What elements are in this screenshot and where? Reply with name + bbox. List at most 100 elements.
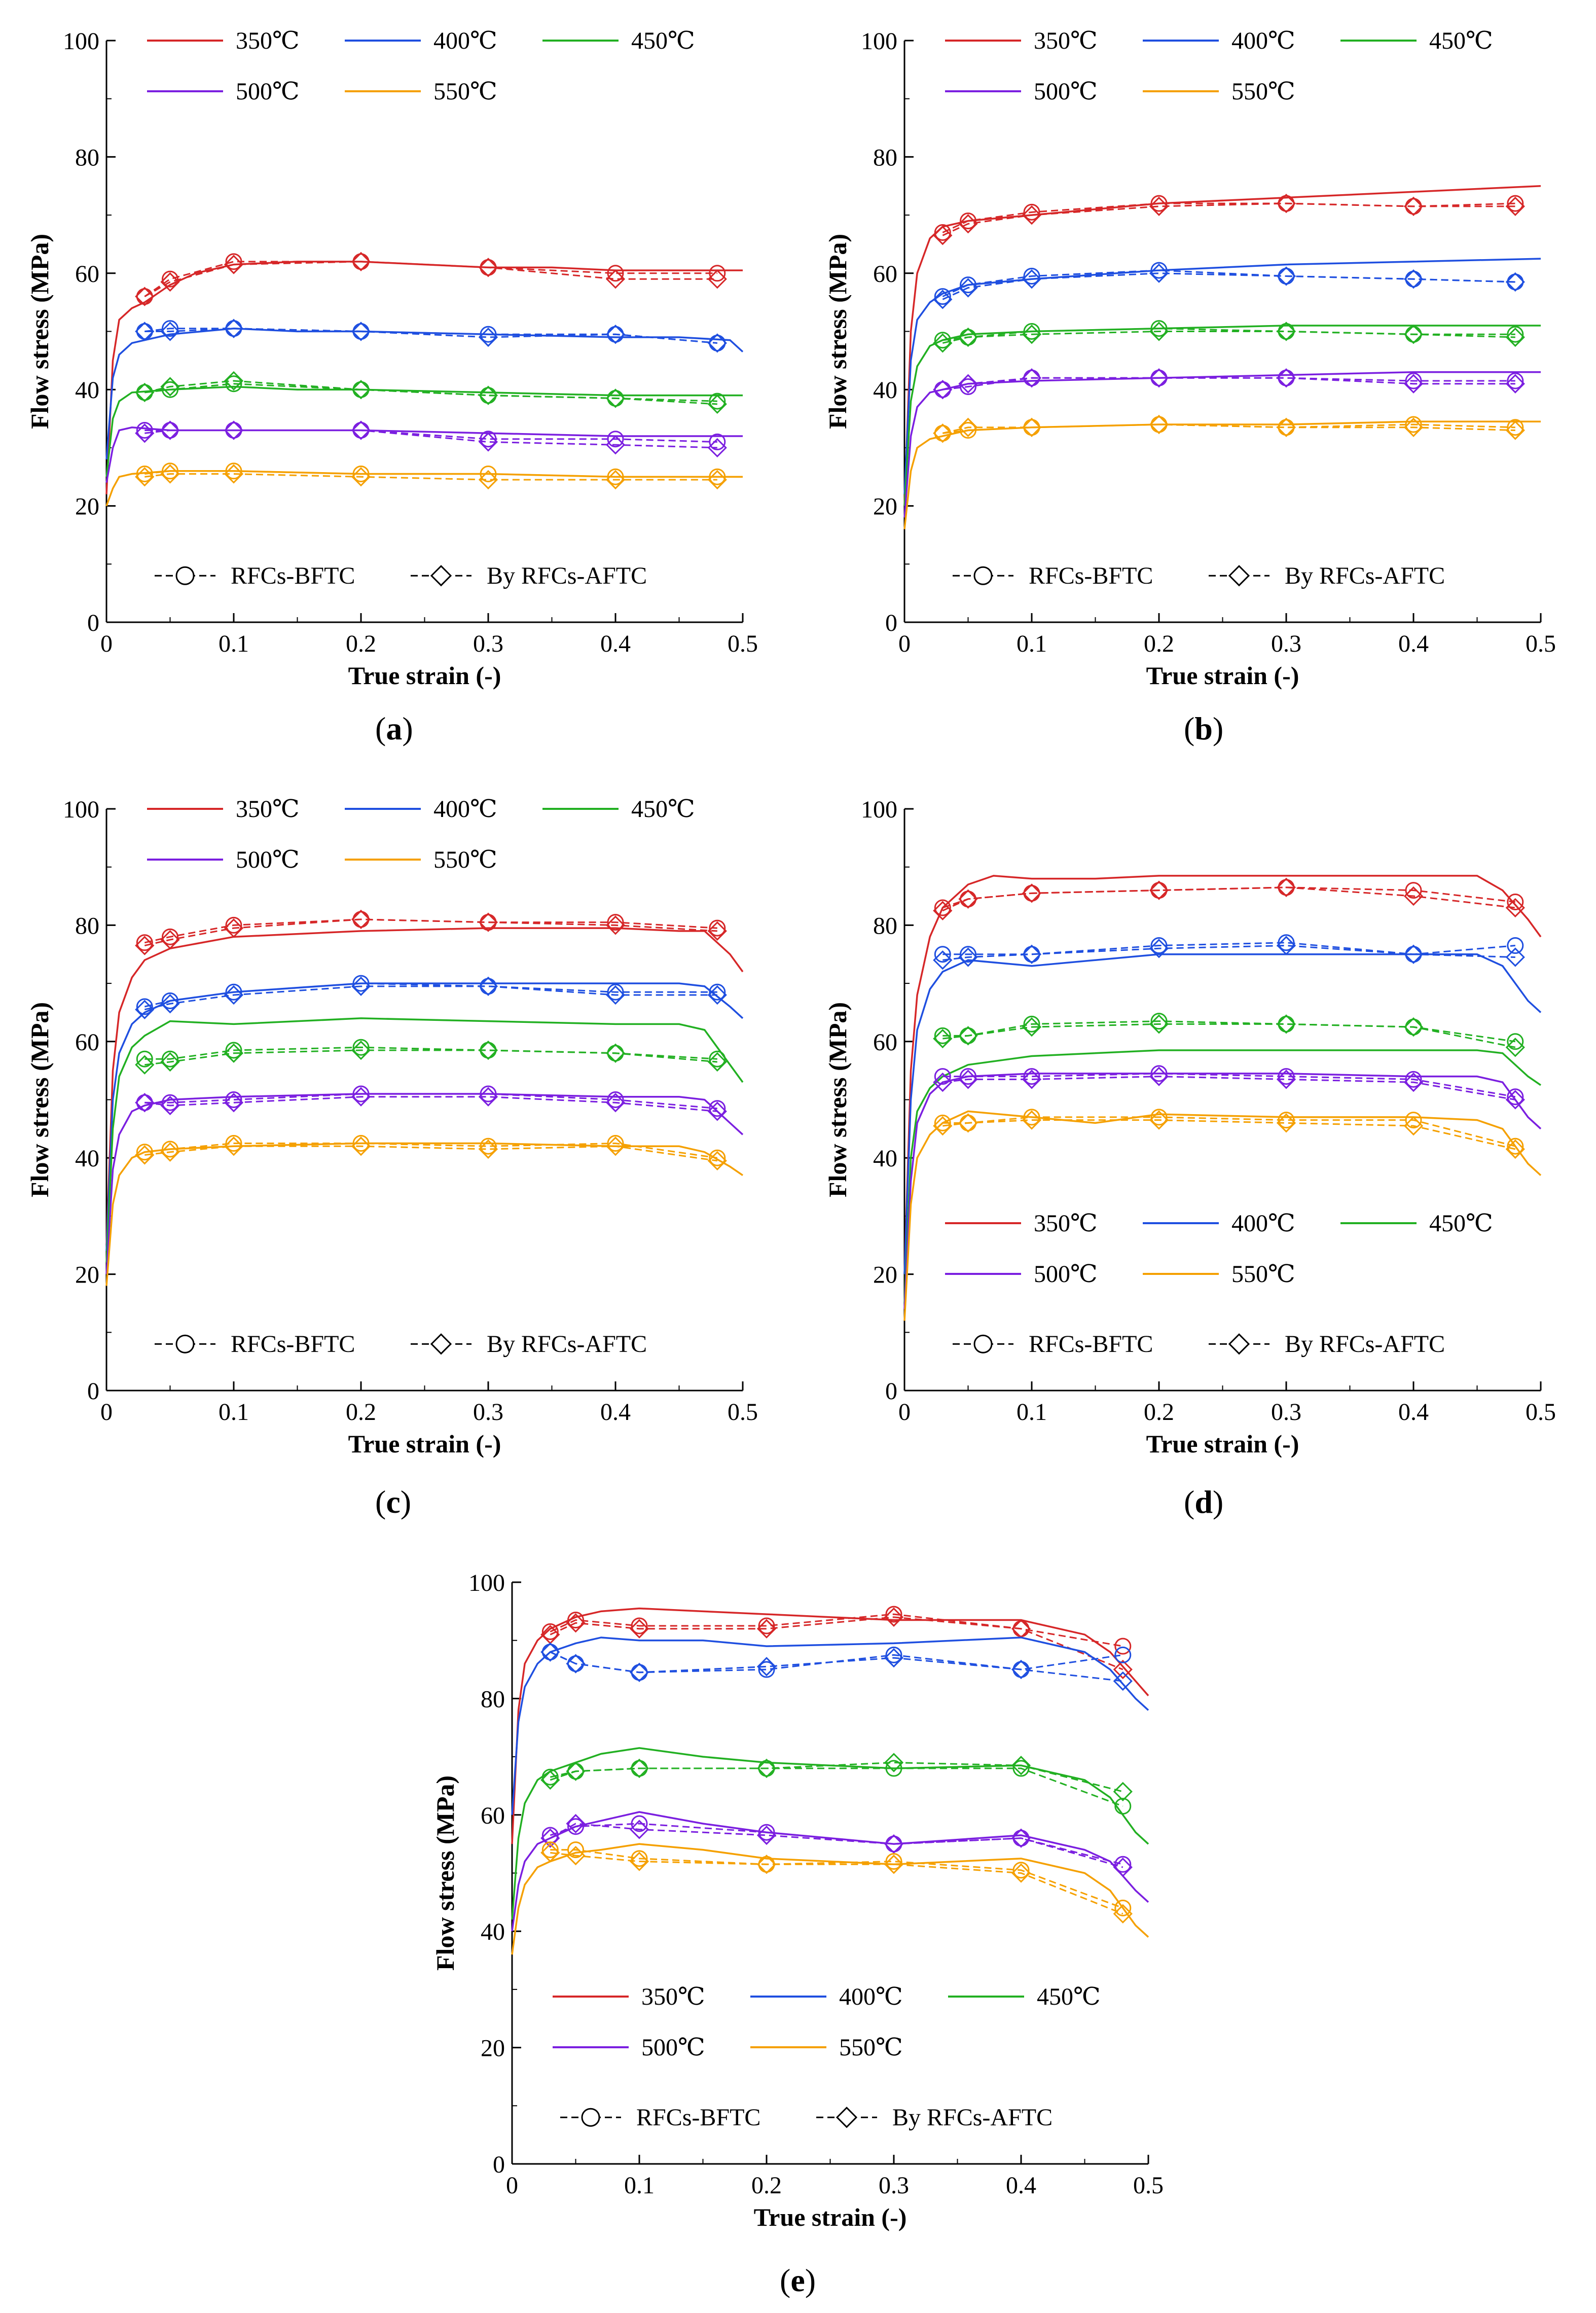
bftc-point xyxy=(480,326,497,343)
aftc-point xyxy=(933,1028,953,1049)
series-line-500 xyxy=(903,371,1541,518)
bftc-point xyxy=(1507,195,1524,212)
y-tick-label: 100 xyxy=(63,28,99,55)
bftc-point xyxy=(631,1815,648,1832)
bftc-point xyxy=(1507,894,1524,911)
aftc-point xyxy=(1149,322,1169,341)
aftc-point xyxy=(224,464,244,484)
y-tick-label: 40 xyxy=(873,1145,897,1172)
y-tick-label: 80 xyxy=(873,912,897,939)
aftc-line xyxy=(942,423,1515,434)
aftc-point xyxy=(1505,420,1525,440)
legend-aftc-diamond xyxy=(430,565,452,587)
bftc-point xyxy=(1507,326,1524,343)
bftc-point xyxy=(1405,882,1422,899)
bftc-point xyxy=(480,431,497,448)
aftc-line xyxy=(942,886,1515,912)
aftc-point xyxy=(160,377,180,397)
aftc-point xyxy=(629,1662,649,1682)
legend-label-550: 550℃ xyxy=(1231,1261,1295,1288)
bftc-point xyxy=(1507,1137,1524,1155)
aftc-point xyxy=(1149,263,1169,283)
bftc-point xyxy=(225,375,242,393)
panel-caption-b: (b) xyxy=(1184,710,1224,746)
bftc-line xyxy=(144,1143,718,1159)
x-axis-label: True strain (-) xyxy=(348,1430,501,1458)
y-axis-label: Flow stress (MPa) xyxy=(25,234,54,429)
aftc-point xyxy=(224,985,244,1005)
legend-bftc-label: RFCs-BFTC xyxy=(1029,562,1153,589)
bftc-point xyxy=(162,1050,178,1067)
bftc-point xyxy=(225,1135,242,1152)
legend-label-500: 500℃ xyxy=(1034,1261,1098,1288)
aftc-point xyxy=(1022,205,1042,225)
aftc-point xyxy=(933,1072,953,1092)
x-tick-label: 0.4 xyxy=(600,1399,631,1426)
aftc-point xyxy=(1022,1070,1042,1089)
aftc-point xyxy=(1149,880,1169,900)
aftc-point xyxy=(756,1619,777,1639)
legend-label-350: 350℃ xyxy=(1034,27,1098,54)
aftc-point xyxy=(1505,1090,1525,1110)
bftc-line xyxy=(942,886,1515,909)
aftc-point xyxy=(756,1657,777,1677)
legend-aftc-diamond xyxy=(1228,565,1250,587)
legend-label-500: 500℃ xyxy=(236,846,300,873)
bftc-point xyxy=(1012,1862,1030,1879)
bftc-point xyxy=(1023,1109,1040,1126)
bftc-point xyxy=(1150,1013,1168,1030)
legend-label-350: 350℃ xyxy=(1034,1210,1098,1237)
y-tick-label: 40 xyxy=(481,1918,505,1945)
chart-panel-a: 0 0.1 0.2 0.3 0.4 0.5 0 20 40 60 80 100 True strain … xyxy=(25,27,758,690)
aftc-point xyxy=(160,420,180,440)
bftc-point xyxy=(709,468,726,485)
legend-label-450: 450℃ xyxy=(1429,27,1493,54)
bftc-line xyxy=(942,1116,1516,1147)
bftc-point xyxy=(1150,937,1168,954)
legend-label-500: 500℃ xyxy=(1034,78,1098,105)
bftc-point xyxy=(934,946,951,963)
aftc-point xyxy=(1149,939,1169,958)
bftc-point xyxy=(631,1850,648,1867)
aftc-point xyxy=(1113,1671,1133,1691)
aftc-point xyxy=(958,374,978,394)
bftc-point xyxy=(1114,1638,1132,1655)
aftc-point xyxy=(351,1087,371,1107)
legend-aftc-label: By RFCs-AFTC xyxy=(1285,1331,1445,1358)
bftc-point xyxy=(136,421,153,439)
y-axis-label: Flow stress (MPa) xyxy=(823,1002,852,1197)
aftc-point xyxy=(933,423,953,443)
aftc-point xyxy=(224,420,244,440)
aftc-line xyxy=(942,1076,1516,1100)
aftc-point xyxy=(884,1855,904,1874)
aftc-line xyxy=(144,429,717,449)
bftc-point xyxy=(934,899,951,916)
bftc-point xyxy=(480,1137,497,1155)
aftc-point xyxy=(605,1043,626,1063)
aftc-line xyxy=(942,1119,1516,1150)
aftc-point xyxy=(1505,374,1525,394)
bftc-point xyxy=(960,421,976,439)
panel-caption-e: (e) xyxy=(780,2262,816,2298)
aftc-point xyxy=(707,333,727,353)
aftc-point xyxy=(933,380,953,400)
aftc-point xyxy=(566,1845,586,1866)
aftc-line xyxy=(144,1049,717,1066)
aftc-point xyxy=(1022,269,1042,289)
series-line-550 xyxy=(903,1110,1542,1321)
legend-bftc-label: RFCs-BFTC xyxy=(1029,1331,1153,1358)
series-line-400 xyxy=(903,953,1542,1274)
x-tick-label: 0 xyxy=(100,1399,113,1426)
y-tick-label: 60 xyxy=(873,1029,897,1056)
aftc-point xyxy=(1276,322,1296,341)
aftc-point xyxy=(958,327,978,347)
series-line-500 xyxy=(903,1073,1542,1309)
aftc-point xyxy=(540,1828,560,1848)
y-axis-label: Flow stress (MPa) xyxy=(823,234,852,429)
legend-aftc-label: By RFCs-AFTC xyxy=(487,562,647,589)
aftc-point xyxy=(605,1093,626,1113)
aftc-point xyxy=(351,1136,371,1156)
aftc-point xyxy=(1113,1904,1133,1924)
legend-bftc-circle xyxy=(581,2108,600,2127)
bftc-point xyxy=(162,928,178,945)
